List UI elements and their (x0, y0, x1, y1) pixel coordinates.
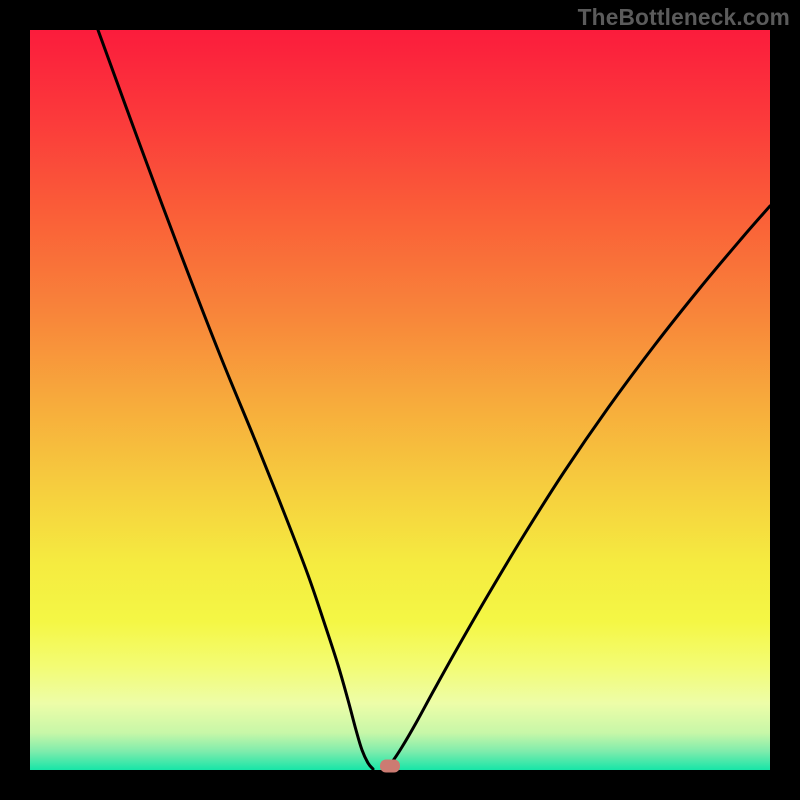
watermark-text: TheBottleneck.com (578, 4, 790, 31)
chart-svg (0, 0, 800, 800)
chart-stage: TheBottleneck.com (0, 0, 800, 800)
minimum-marker (380, 760, 400, 773)
plot-background-gradient (30, 30, 770, 770)
